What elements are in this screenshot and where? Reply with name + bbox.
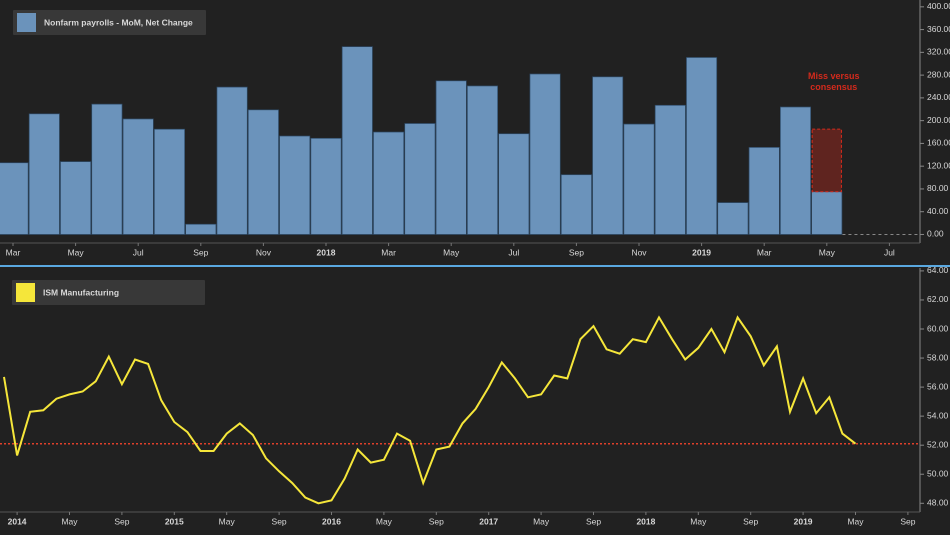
x-tick-label: Sep [569,247,584,257]
bar [435,80,467,235]
legend-label: ISM Manufacturing [43,287,119,297]
y-tick-label: 60.00 [927,323,949,333]
x-tick-label: 2016 [322,516,341,526]
bar [154,128,186,235]
bar [279,135,311,235]
bar [560,174,592,235]
y-tick-label: 56.00 [927,381,949,391]
bar [341,46,373,235]
x-tick-label: 2019 [794,516,813,526]
y-tick-label: 200.00 [927,115,950,125]
x-tick-label: Jul [508,247,519,257]
x-tick-label: 2018 [636,516,655,526]
bar [0,162,29,235]
x-tick-label: May [443,247,460,257]
bar [28,113,60,235]
y-tick-label: 120.00 [927,160,950,170]
legend-swatch [16,283,35,302]
bar [247,109,279,235]
bar [811,191,843,235]
legend-swatch [17,13,36,32]
legend-label: Nonfarm payrolls - MoM, Net Change [44,17,193,27]
x-tick-label: May [376,516,393,526]
x-tick-label: May [690,516,707,526]
annotation-text: Miss versus consensus [808,71,860,93]
y-tick-label: 240.00 [927,92,950,102]
bar [654,104,686,235]
x-tick-label: Sep [272,516,287,526]
bar [185,223,217,235]
bar [498,133,530,235]
y-tick-label: 160.00 [927,138,950,148]
x-tick-label: Nov [256,247,272,257]
x-tick-label: 2018 [317,247,336,257]
x-tick-label: May [219,516,236,526]
y-tick-label: 64.00 [927,265,949,275]
x-tick-label: Sep [900,516,915,526]
bar [717,202,749,235]
bar [529,73,561,235]
bar [467,85,499,235]
x-tick-label: May [847,516,864,526]
line [3,315,857,505]
bar [623,123,655,235]
x-tick-label: Jul [884,247,895,257]
y-tick-label: 58.00 [927,352,949,362]
x-tick-label: Sep [114,516,129,526]
x-tick-label: Jul [133,247,144,257]
bar [60,161,92,235]
x-tick-label: Nov [631,247,647,257]
y-tick-label: 40.00 [927,206,949,216]
y-tick-label: 280.00 [927,69,950,79]
x-tick-label: 2014 [8,516,27,526]
x-tick-label: May [68,247,85,257]
y-tick-label: 52.00 [927,439,949,449]
bar [779,106,811,235]
bar [91,103,123,235]
x-tick-label: Sep [743,516,758,526]
bar [748,147,780,235]
bar [404,123,436,235]
x-tick-label: Mar [6,247,21,257]
x-tick-label: 2017 [479,516,498,526]
x-tick-label: Mar [381,247,396,257]
x-tick-label: 2019 [692,247,711,257]
x-tick-label: Mar [757,247,772,257]
bar [686,57,718,235]
y-tick-label: 0.00 [927,229,944,239]
x-tick-label: May [61,516,78,526]
bar [310,137,342,235]
x-tick-label: Sep [193,247,208,257]
y-tick-label: 48.00 [927,498,949,508]
x-tick-label: 2015 [165,516,184,526]
x-tick-label: May [533,516,550,526]
y-tick-label: 54.00 [927,410,949,420]
bar [373,131,405,235]
annotation-box [811,128,842,193]
y-tick-label: 360.00 [927,24,950,34]
y-tick-label: 62.00 [927,294,949,304]
x-tick-label: Sep [586,516,601,526]
x-tick-label: Sep [429,516,444,526]
y-tick-label: 400.00 [927,1,950,11]
bar [592,76,624,235]
legend-box [13,10,206,35]
legend-box [12,280,205,305]
bar [122,118,154,235]
y-tick-label: 320.00 [927,47,950,57]
x-tick-label: May [819,247,836,257]
y-tick-label: 80.00 [927,183,949,193]
bar [216,86,248,235]
y-tick-label: 50.00 [927,468,949,478]
